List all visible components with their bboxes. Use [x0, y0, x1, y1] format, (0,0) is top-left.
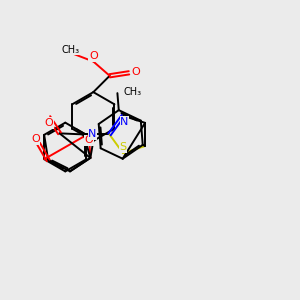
Text: N: N — [120, 117, 129, 127]
Text: O: O — [44, 118, 53, 128]
Text: O: O — [131, 67, 140, 77]
Text: O: O — [85, 135, 93, 145]
Text: S: S — [119, 142, 127, 152]
Text: O: O — [31, 134, 40, 144]
Text: CH₃: CH₃ — [62, 45, 80, 55]
Text: CH₃: CH₃ — [123, 87, 142, 97]
Text: O: O — [89, 51, 98, 61]
Text: N: N — [88, 129, 97, 140]
